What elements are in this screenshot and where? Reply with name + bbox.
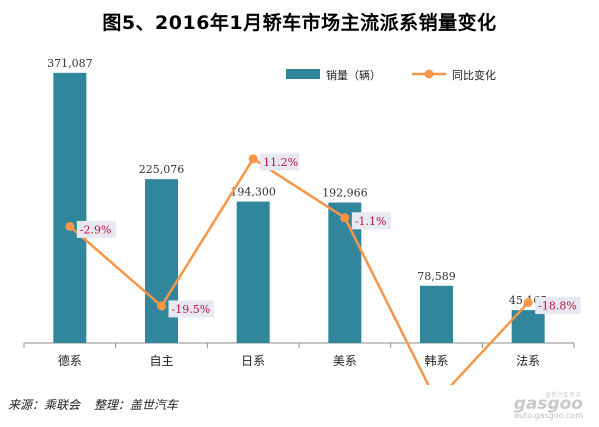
category-label: 日系 <box>241 354 265 368</box>
category-label: 法系 <box>516 354 540 368</box>
legend-line-label: 同比变化 <box>452 68 496 82</box>
bar-value-label: 194,300 <box>230 186 276 199</box>
yoy-label-box <box>168 300 215 318</box>
legend-bar-label: 销量（辆） <box>326 68 381 82</box>
yoy-marker <box>157 301 166 311</box>
category-label: 德系 <box>58 353 82 368</box>
gasgoo-logo: 盖世汽车资讯 gasgoo auto.gasgoo.com <box>499 390 585 422</box>
bar-value-label: 225,076 <box>139 163 185 176</box>
yoy-label-box <box>535 297 581 315</box>
legend-bar-swatch <box>286 69 320 79</box>
source-editor: 整理：盖世汽车 <box>93 398 178 412</box>
chart-title: 图5、2016年1月轿车市场主流派系销量变化 <box>102 12 497 34</box>
category-label: 美系 <box>333 354 357 368</box>
yoy-label-box <box>260 153 300 171</box>
yoy-line <box>69 157 530 385</box>
yoy-label-box <box>351 212 391 230</box>
yoy-label: -19.5% <box>172 303 211 316</box>
bar-value-label: 78,589 <box>417 270 456 283</box>
yoy-label: -1.1% <box>355 215 387 228</box>
yoy-label: 11.2% <box>263 156 298 169</box>
bar-value-label: 192,966 <box>322 187 368 200</box>
legend-line-marker <box>424 69 434 79</box>
yoy-label: -18.8% <box>538 300 577 313</box>
yoy-marker <box>65 221 75 231</box>
logo-brand: gasgoo <box>513 394 583 414</box>
logo-cn-text: 盖世汽车资讯 <box>544 392 581 399</box>
category-label: 韩系 <box>424 353 448 368</box>
bar-韩系 <box>420 285 453 343</box>
yoy-marker <box>248 154 258 164</box>
bar-value-label: 371,087 <box>47 57 93 70</box>
yoy-marker <box>340 213 350 223</box>
yoy-marker <box>523 298 533 308</box>
source-from: 来源：乘联会 <box>8 398 81 412</box>
logo-url: auto.gasgoo.com <box>514 411 583 420</box>
chart: 371,087 德系 225,076 自主 194,300 日系 192,966 美系 78,5… <box>23 57 581 385</box>
bar-日系 <box>236 201 270 343</box>
bar-自主 <box>145 179 178 343</box>
source-note: 来源：乘联会 整理：盖世汽车 <box>8 396 188 413</box>
yoy-label-box <box>76 220 116 238</box>
yoy-label: -2.9% <box>80 223 112 236</box>
category-label: 自主 <box>149 354 173 368</box>
bar-德系 <box>53 72 87 343</box>
